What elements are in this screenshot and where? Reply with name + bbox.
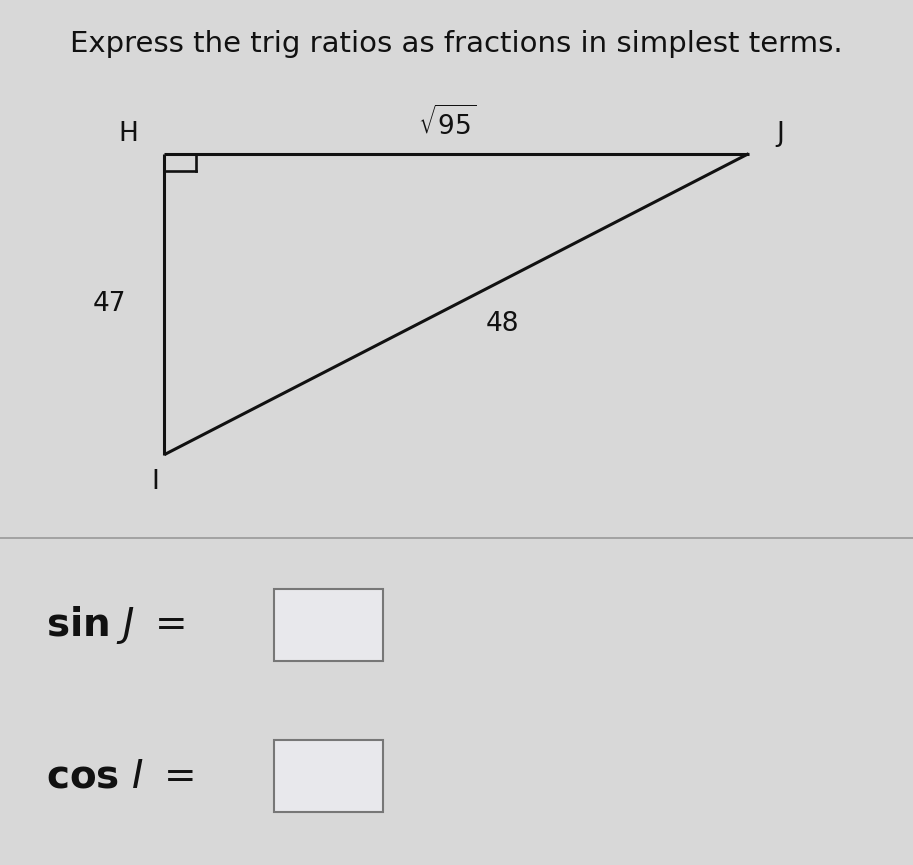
Bar xyxy=(274,589,383,661)
Text: $\mathbf{cos}\ \mathit{I}\ =$: $\mathbf{cos}\ \mathit{I}\ =$ xyxy=(46,757,194,795)
Text: 47: 47 xyxy=(93,292,126,317)
Text: H: H xyxy=(118,120,138,146)
Text: $\sqrt{95}$: $\sqrt{95}$ xyxy=(418,106,477,141)
Text: J: J xyxy=(777,120,784,146)
Text: 48: 48 xyxy=(486,311,519,337)
Bar xyxy=(274,740,383,812)
Text: I: I xyxy=(152,469,159,496)
Text: Express the trig ratios as fractions in simplest terms.: Express the trig ratios as fractions in … xyxy=(70,30,843,58)
Text: $\mathbf{sin}\ \mathit{J}\ =$: $\mathbf{sin}\ \mathit{J}\ =$ xyxy=(46,604,184,646)
